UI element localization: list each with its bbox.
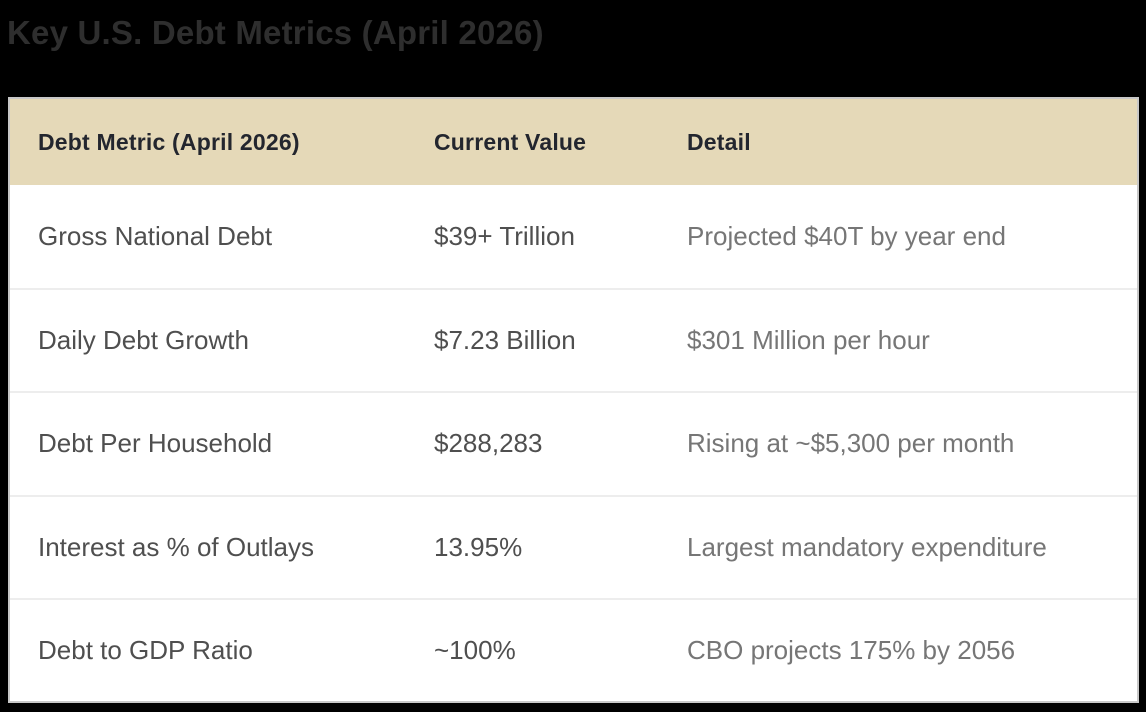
detail-cell: Rising at ~$5,300 per month — [687, 428, 1015, 459]
detail-cell: Projected $40T by year end — [687, 221, 1006, 252]
column-header-current-value: Current Value — [434, 128, 587, 155]
metric-cell: Debt to GDP Ratio — [38, 634, 253, 665]
page-title: Key U.S. Debt Metrics (April 2026) — [7, 14, 544, 51]
table-row-interest-pct-of-outlays: Interest as % of Outlays 13.95% Largest … — [10, 494, 1137, 598]
table-row-daily-debt-growth: Daily Debt Growth $7.23 Billion $301 Mil… — [10, 288, 1137, 391]
metric-cell: Gross National Debt — [38, 221, 273, 252]
table-row-debt-to-gdp-ratio: Debt to GDP Ratio ~100% CBO projects 175… — [10, 597, 1137, 701]
column-header-detail: Detail — [687, 128, 751, 155]
table-row-debt-per-household: Debt Per Household $288,283 Rising at ~$… — [10, 391, 1137, 494]
metric-cell: Daily Debt Growth — [38, 325, 249, 356]
detail-cell: CBO projects 175% by 2056 — [687, 634, 1016, 665]
value-cell: ~100% — [434, 634, 516, 665]
metric-cell: Debt Per Household — [38, 428, 273, 459]
debt-metrics-table: Debt Metric (April 2026) Current Value D… — [8, 97, 1139, 703]
value-cell: $7.23 Billion — [434, 325, 576, 356]
table-row-gross-national-debt: Gross National Debt $39+ Trillion Projec… — [10, 185, 1137, 288]
detail-cell: $301 Million per hour — [687, 325, 930, 356]
table-header-row: Debt Metric (April 2026) Current Value D… — [10, 99, 1137, 185]
value-cell: 13.95% — [434, 531, 523, 562]
metric-cell: Interest as % of Outlays — [38, 531, 315, 562]
detail-cell: Largest mandatory expenditure — [687, 531, 1047, 562]
value-cell: $39+ Trillion — [434, 221, 575, 252]
column-header-debt-metric: Debt Metric (April 2026) — [38, 128, 300, 155]
value-cell: $288,283 — [434, 428, 543, 459]
